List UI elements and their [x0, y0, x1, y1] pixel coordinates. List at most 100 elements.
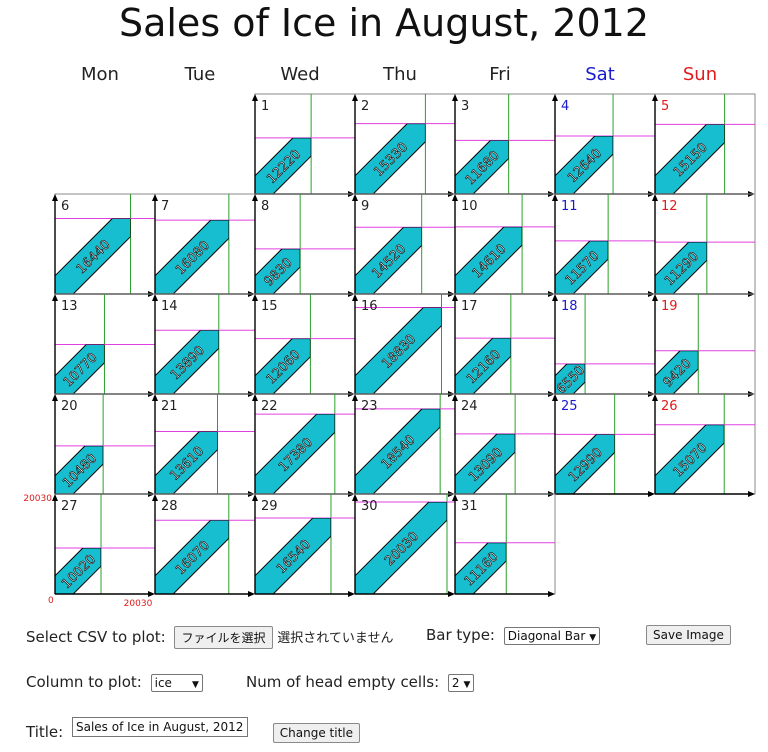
column-value: ice	[154, 676, 172, 690]
diagonal-bar	[455, 433, 516, 495]
diagonal-bar	[155, 330, 219, 394]
bar-type-value: Diagonal Bar	[507, 629, 586, 643]
column-select[interactable]: ice ▼	[150, 674, 203, 692]
diagonal-bar	[455, 226, 523, 294]
day-number: 7	[161, 199, 169, 214]
diagonal-bar	[255, 248, 301, 295]
diagonal-bar	[155, 431, 218, 494]
y-axis-arrow	[352, 494, 358, 501]
weekday-tue: Tue	[184, 64, 216, 85]
day-number: 6	[61, 199, 69, 214]
file-choose-button[interactable]: ファイルを選択	[174, 626, 273, 649]
y-axis-arrow	[352, 94, 358, 101]
bar-type-row: Bar type: Diagonal Bar ▼	[426, 626, 601, 645]
weekday-thu: Thu	[382, 64, 417, 85]
y-axis-arrow	[552, 394, 558, 401]
y-axis-arrow	[52, 494, 58, 501]
x-axis-arrow	[148, 591, 155, 597]
bar-type-select[interactable]: Diagonal Bar ▼	[503, 627, 601, 645]
axis-origin-label: 0	[48, 596, 54, 606]
y-axis-arrow	[352, 194, 358, 201]
change-title-button[interactable]: Change title	[272, 723, 360, 743]
y-axis-arrow	[152, 394, 158, 401]
day-number: 15	[261, 299, 278, 314]
title-input[interactable]: Sales of Ice in August, 2012	[71, 717, 248, 737]
y-axis-arrow	[252, 294, 258, 301]
diagonal-bar	[255, 137, 312, 194]
file-status: 選択されていません	[277, 631, 394, 646]
day-number: 21	[161, 399, 178, 414]
day-number: 29	[261, 499, 278, 514]
bar-type-label: Bar type:	[426, 626, 495, 644]
csv-row: Select CSV to plot: ファイルを選択 選択されていません	[26, 626, 394, 649]
diagonal-bar	[155, 520, 229, 594]
diagonal-bar	[555, 434, 615, 495]
weekday-wed: Wed	[280, 64, 319, 85]
diagonal-bar	[355, 307, 442, 394]
diagonal-bar	[655, 242, 707, 294]
day-number: 3	[461, 99, 469, 114]
y-axis-arrow	[652, 94, 658, 101]
y-axis-arrow	[652, 194, 658, 201]
diagonal-bar	[55, 547, 102, 594]
axis-xmax-label: 20030	[124, 599, 153, 609]
empty-cells-row: Num of head empty cells: 2 ▼	[246, 673, 475, 692]
y-axis-arrow	[452, 294, 458, 301]
y-axis-arrow	[252, 394, 258, 401]
diagonal-bar	[655, 124, 725, 194]
day-number: 14	[161, 299, 178, 314]
y-axis-arrow	[452, 494, 458, 501]
y-axis-arrow	[552, 294, 558, 301]
empty-cells-value: 2	[451, 676, 460, 690]
diagonal-bar	[355, 123, 426, 194]
diagonal-bar	[555, 363, 586, 395]
empty-cells-select[interactable]: 2 ▼	[447, 674, 475, 692]
y-axis-arrow	[352, 294, 358, 301]
day-number: 13	[61, 299, 78, 314]
chevron-down-icon: ▼	[191, 680, 199, 690]
y-axis-arrow	[452, 94, 458, 101]
chart-title: Sales of Ice in August, 2012	[118, 1, 650, 45]
day-number: 25	[561, 399, 578, 414]
y-axis-arrow	[452, 194, 458, 201]
chevron-down-icon: ▼	[463, 680, 471, 690]
y-axis-arrow	[52, 194, 58, 201]
column-label: Column to plot:	[26, 673, 142, 691]
chevron-down-icon: ▼	[589, 633, 597, 643]
y-axis-arrow	[52, 394, 58, 401]
diagonal-bar	[455, 542, 507, 594]
diagonal-bar	[455, 140, 509, 194]
empty-cells-label: Num of head empty cells:	[246, 673, 440, 691]
diagonal-bar	[255, 518, 331, 595]
x-axis-arrow	[448, 591, 455, 597]
diagonal-bar	[55, 445, 104, 494]
diagonal-bar	[255, 338, 311, 394]
diagonal-bar	[555, 135, 614, 194]
x-axis-arrow	[648, 491, 655, 497]
diagonal-bar	[55, 218, 131, 295]
csv-label: Select CSV to plot:	[26, 628, 166, 646]
diagonal-bar	[555, 240, 609, 294]
save-image-button[interactable]: Save Image	[646, 625, 731, 645]
y-axis-arrow	[652, 294, 658, 301]
